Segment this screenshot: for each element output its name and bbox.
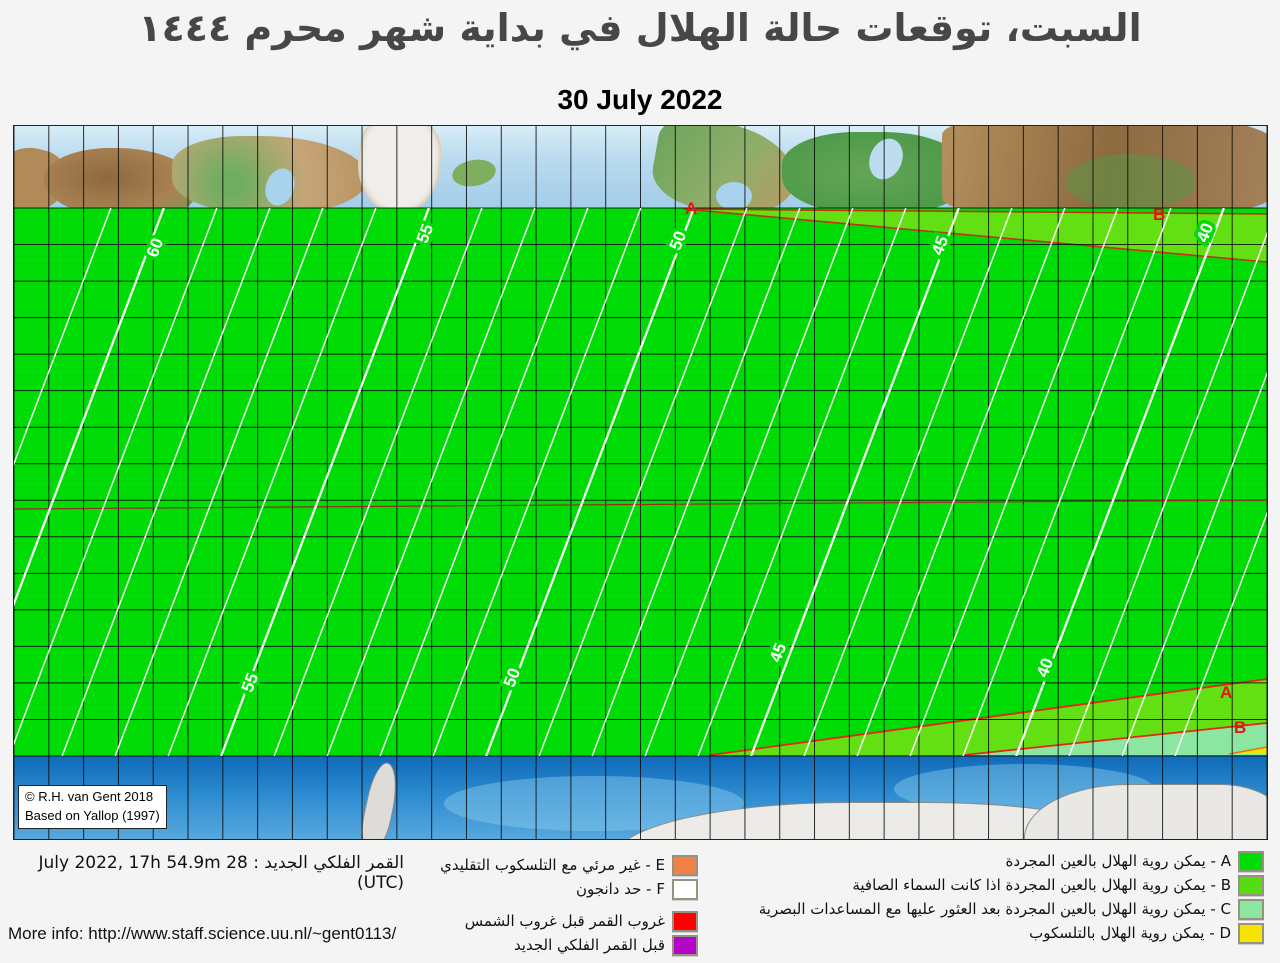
contour-lines: [14, 208, 1267, 756]
page-title: السبت، توقعات حالة الهلال في بداية شهر م…: [138, 6, 1142, 50]
legend-other-row-2: غروب القمر قبل غروب الشمس: [440, 910, 698, 932]
legend-visibility-row-swatch-3: [1238, 922, 1264, 944]
legend-visibility-row-label-3: D - يمكن روية الهلال بالتلسكوب: [1029, 924, 1231, 942]
legend-visibility-row-0: A - يمكن روية الهلال بالعين المجردة: [759, 850, 1264, 872]
contour-label-50-2: 50: [666, 228, 691, 252]
terrain-blob-siberia-green: [1066, 154, 1196, 208]
zone-letter-annotations: A BAB: [685, 199, 1246, 737]
copyright-line1: © R.H. van Gent 2018: [25, 789, 154, 804]
legend-visibility-row-3: D - يمكن روية الهلال بالتلسكوب: [759, 922, 1264, 944]
legend-other-row-swatch-1: [672, 878, 698, 900]
zone-letter-a-2: A: [1220, 683, 1232, 702]
copyright-box: © R.H. van Gent 2018 Based on Yallop (19…: [18, 785, 167, 829]
terrain-blob-alaska: [44, 148, 196, 208]
zone-b-northeast-wedge: [683, 208, 1267, 263]
legend-other-row-3: قبل القمر الفلكي الجديد: [440, 934, 698, 956]
legend-visibility-row-label-2: C - يمكن روية الهلال بالعين المجردة بعد …: [758, 900, 1231, 918]
legend-visibility-row-label-1: B - يمكن روية الهلال بالعين المجردة اذا …: [852, 876, 1231, 894]
legend-other-row-swatch-2: [672, 910, 698, 932]
zone-letter-a-0: A: [685, 199, 697, 218]
legend-other-row-swatch-0: [672, 854, 698, 876]
legend-other-row-swatch-3: [672, 934, 698, 956]
page-subtitle-date: 30 July 2022: [557, 84, 723, 115]
legend-visibility-row-1: B - يمكن روية الهلال بالعين المجردة اذا …: [759, 874, 1264, 896]
legend-other-row-label-3: قبل القمر الفلكي الجديد: [513, 936, 665, 954]
more-info-link[interactable]: More info: http://www.staff.science.uu.n…: [8, 924, 397, 943]
zone-letter-b-1: B: [1153, 205, 1165, 224]
copyright-line2: Based on Yallop (1997): [25, 807, 160, 823]
legend-other-row-0: E - غير مرئي مع التلسكوب التقليدي: [440, 854, 698, 876]
zone-letter-b-3: B: [1234, 718, 1246, 737]
contour-label-50-6: 50: [500, 665, 525, 689]
legend-other-row-1: F - حد دانجون: [440, 878, 698, 900]
new-moon-datetime: القمر الفلكي الجديد : 28 July 2022, 17h …: [38, 853, 404, 893]
contour-label-55-5: 55: [238, 670, 263, 694]
legend-other-conditions: E - غير مرئي مع التلسكوب التقليدي F - حد …: [440, 854, 698, 956]
legend-visibility-row-swatch-2: [1238, 898, 1264, 920]
legend-visibility-row-swatch-0: [1238, 850, 1264, 872]
terrain-blob-baltic: [716, 182, 752, 208]
legend-visibility-row-swatch-1: [1238, 874, 1264, 896]
legend-other-row-label-0: E - غير مرئي مع التلسكوب التقليدي: [440, 856, 665, 874]
equator-red-line: [14, 499, 1267, 510]
legend-visibility-row-label-0: A - يمكن روية الهلال بالعين المجردة: [1005, 852, 1231, 870]
legend-other-row-label-1: F - حد دانجون: [576, 880, 665, 898]
legend-visibility-zones: A - يمكن روية الهلال بالعين المجردة B - ي…: [759, 850, 1264, 944]
legend-other-row-label-2: غروب القمر قبل غروب الشمس: [464, 912, 665, 930]
legend-visibility-row-2: C - يمكن روية الهلال بالعين المجردة بعد …: [759, 898, 1264, 920]
